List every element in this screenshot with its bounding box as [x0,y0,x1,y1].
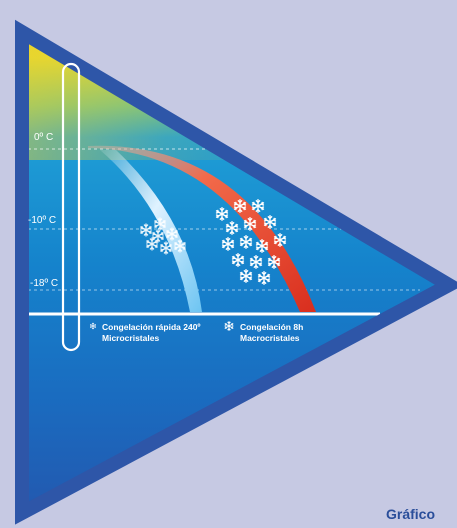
legend-slow-title: Congelación 8h [240,322,303,332]
label-minus10c: -10º C [28,215,56,226]
slow-freeze-curve [88,145,316,312]
legend-rapid-subtitle: Microcristales [102,333,159,343]
legend-rapid-title: Congelación rápida 240º [102,322,201,332]
caption: Gráfico [386,506,436,522]
thermometer-icon [61,62,81,352]
triangle-border [15,19,457,525]
label-minus18c: -18º C [30,278,58,289]
rapid-freeze-curve [100,150,202,312]
label-0c: 0º C [34,132,53,143]
legend-slow-subtitle: Macrocristales [240,333,300,343]
legend: Congelación rápida 240º Microcristales C… [90,321,303,343]
